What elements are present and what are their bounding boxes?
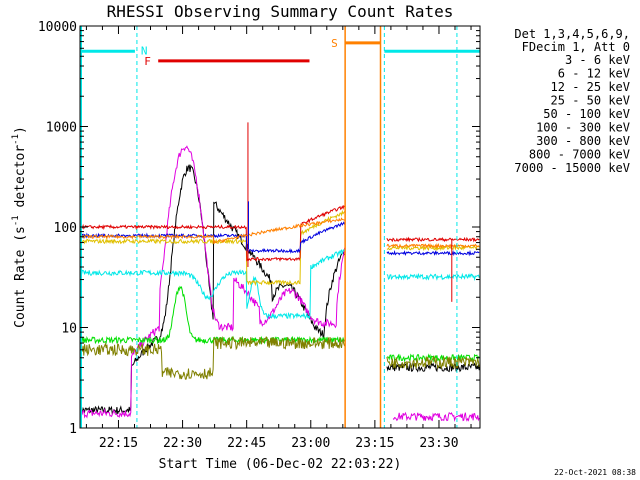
x-tick-label: 22:30 — [163, 436, 202, 451]
series-line-1 — [392, 411, 480, 422]
legend-entry-6: 300 - 800 keV — [536, 134, 630, 148]
x-tick-label: 23:15 — [355, 436, 394, 451]
chart-title: RHESSI Observing Summary Count Rates — [107, 2, 454, 21]
series-line-1 — [79, 145, 346, 419]
legend-entry-0: 3 - 6 keV — [565, 53, 630, 67]
y-axis-label: Count Rate (s-1 detector-1) — [11, 126, 28, 328]
series-line-7 — [79, 217, 345, 244]
series-line-2 — [386, 353, 480, 363]
legend-entry-8: 7000 - 15000 keV — [514, 161, 630, 175]
saa-flag-label: S — [331, 37, 338, 50]
y-tick-label: 10000 — [38, 20, 77, 35]
legend-entry-7: 800 - 7000 keV — [529, 148, 630, 162]
legend-entry-5: 100 - 300 keV — [536, 121, 630, 135]
plot-frame — [79, 25, 481, 429]
series-line-7 — [386, 242, 480, 249]
axis-layer: 1 10 100 1000 10000 22:15 22:30 22:45 23:00 23:15… — [38, 20, 480, 451]
series-line-8 — [79, 335, 346, 380]
x-tick-label: 22:15 — [99, 436, 138, 451]
y-tick-label: 10 — [61, 322, 77, 337]
series-line-8 — [386, 355, 480, 370]
x-axis-label: Start Time (06-Dec-02 22:03:22) — [159, 457, 402, 472]
x-tick-label: 22:45 — [227, 436, 266, 451]
legend-entry-3: 25 - 50 keV — [551, 94, 630, 108]
night-flag-label: N — [141, 44, 148, 57]
legend-entry-2: 12 - 25 keV — [551, 80, 630, 94]
legend: Det 1,3,4,5,6,9, FDecim 1, Att 0 3 - 6 k… — [514, 27, 630, 175]
flare-flag-label: F — [144, 55, 151, 68]
data-layer — [79, 122, 480, 422]
series-line-0 — [386, 362, 480, 373]
series-line-6 — [386, 249, 480, 257]
x-tick-label: 23:00 — [291, 436, 330, 451]
x-tick-label: 23:30 — [419, 436, 458, 451]
series-line-3 — [79, 249, 346, 320]
series-line-5 — [79, 204, 345, 262]
footer-timestamp: 22-Oct-2021 08:38 — [554, 468, 636, 477]
legend-entry-1: 6 - 12 keV — [558, 67, 630, 81]
y-tick-label: 1 — [69, 422, 77, 437]
y-tick-label: 100 — [54, 221, 77, 236]
legend-entry-4: 50 - 100 keV — [543, 107, 630, 121]
legend-header-line-1: Det 1,3,4,5,6,9, — [514, 27, 630, 41]
series-line-5 — [386, 236, 480, 243]
series-line-0 — [79, 164, 345, 416]
series-line-3 — [386, 272, 480, 282]
legend-header-line-2: FDecim 1, Att 0 — [522, 40, 630, 54]
flag-layer: NF S — [80, 26, 480, 428]
y-tick-label: 1000 — [46, 121, 77, 136]
